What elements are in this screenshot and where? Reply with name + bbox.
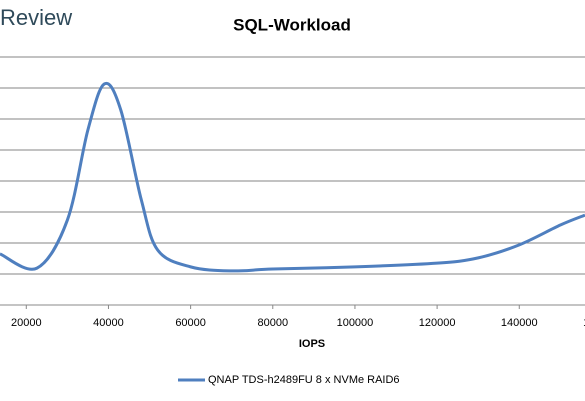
- x-tick-label: 160000: [583, 317, 585, 329]
- x-tick-label: 80000: [257, 317, 288, 329]
- data-line: [0, 81, 585, 273]
- chart-title: SQL-Workload: [233, 15, 351, 34]
- x-tick-label: 40000: [93, 317, 124, 329]
- x-tick-label: 100000: [337, 317, 374, 329]
- x-tick-label: 140000: [501, 317, 538, 329]
- legend-label: QNAP TDS-h2489FU 8 x NVMe RAID6: [208, 374, 400, 386]
- x-tick-label: 120000: [419, 317, 456, 329]
- x-tick-label: 20000: [11, 317, 42, 329]
- brand-logo: Review: [0, 5, 72, 30]
- x-axis-label: IOPS: [299, 338, 325, 350]
- x-tick-label: 60000: [175, 317, 206, 329]
